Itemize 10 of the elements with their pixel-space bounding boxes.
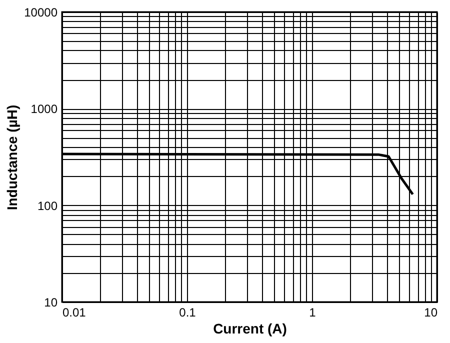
y-tick-label: 1000 — [30, 102, 58, 116]
y-tick-label: 100 — [37, 198, 58, 213]
x-tick-label: 0.01 — [62, 306, 86, 320]
y-tick-label: 10000 — [24, 6, 58, 20]
x-tick-label: 1 — [309, 306, 316, 320]
y-axis-title: Inductance (µH) — [4, 104, 20, 210]
y-tick-label: 10 — [44, 296, 58, 310]
x-tick-label: 10 — [424, 306, 438, 320]
x-axis-title: Current (A) — [213, 320, 287, 336]
x-tick-label: 0.1 — [179, 306, 196, 320]
